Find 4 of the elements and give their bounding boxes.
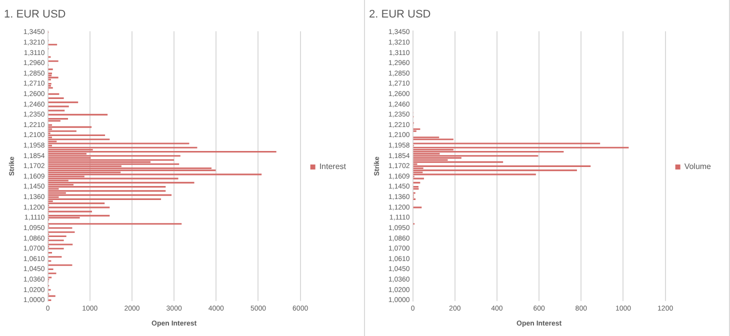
legend-label: Volume [684, 162, 712, 172]
legend-label: Interest [319, 162, 347, 172]
chart-title: 1. EUR USD [4, 8, 66, 21]
chart-title: 2. EUR USD [369, 8, 431, 21]
